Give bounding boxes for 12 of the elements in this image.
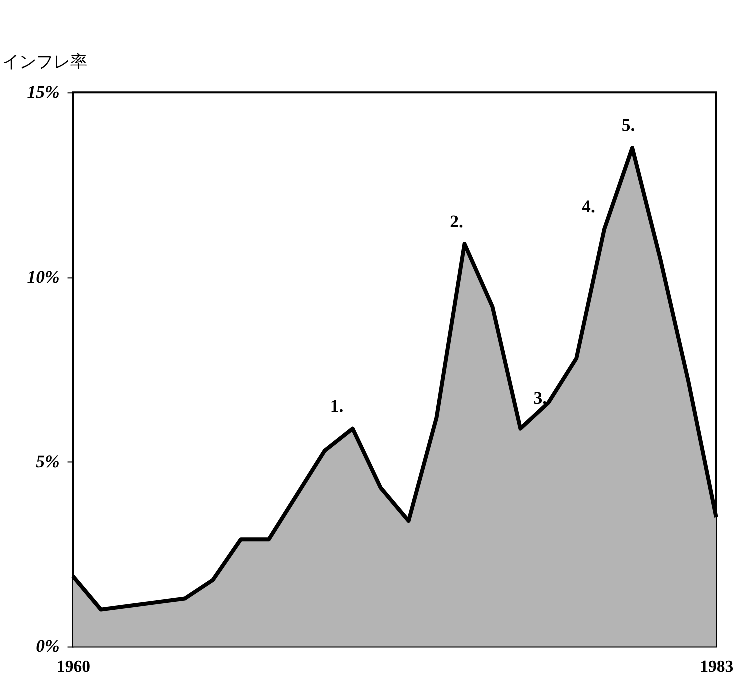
annotation: 5. xyxy=(622,115,636,136)
annotation: 4. xyxy=(582,196,596,216)
y-tick-label: 15% xyxy=(27,82,60,102)
annotation: 3. xyxy=(534,388,548,408)
y-axis-title: インフレ率 xyxy=(2,52,88,72)
x-tick-label: 1960 xyxy=(56,657,91,676)
annotation: 2. xyxy=(450,211,464,232)
y-tick-label: 5% xyxy=(36,452,60,472)
annotation: 1. xyxy=(330,396,344,416)
x-tick-label: 1983 xyxy=(700,657,734,676)
y-tick-label: 10% xyxy=(27,266,60,287)
y-tick-label: 0% xyxy=(36,636,60,656)
